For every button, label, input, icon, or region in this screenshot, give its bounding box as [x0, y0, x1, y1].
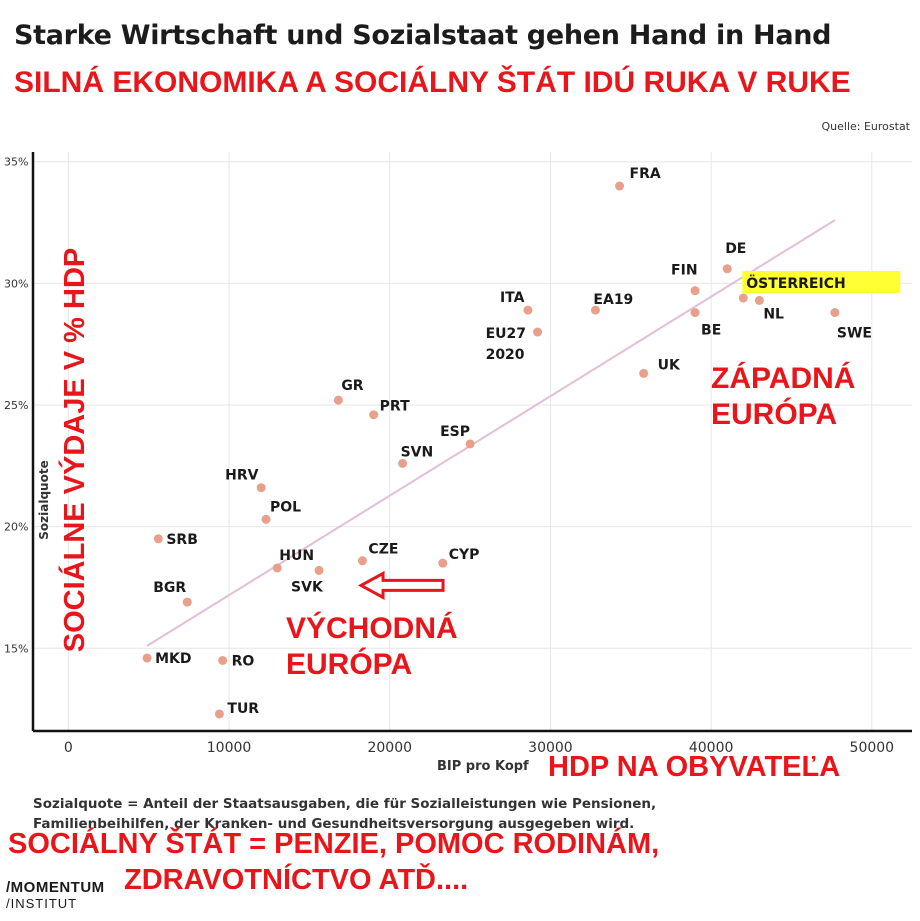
data-point-cze: [357, 556, 367, 566]
trendline-layer: [146, 219, 836, 647]
east-europe-label-0: VÝCHODNÁ: [286, 611, 458, 645]
west-europe-label-1: EURÓPA: [711, 397, 837, 431]
y-tick-label-0: 15%: [4, 642, 28, 655]
data-point-ro: [218, 655, 228, 665]
data-point-prt: [369, 410, 379, 420]
data-point-esp: [465, 439, 475, 449]
y-axis-title: Sozialquote: [37, 460, 51, 539]
point-labels: FRA DE FIN ÖSTERREICH NL BE SWE ITA EA19 EU27 2020…: [153, 166, 872, 717]
data-point-nl: [754, 295, 764, 305]
point-label-ro: RO: [232, 653, 255, 669]
data-point-de: [722, 264, 732, 274]
data-point-ita: [523, 305, 533, 315]
x-tick-label-4: 40000: [689, 740, 734, 756]
x-tick-label-3: 30000: [528, 740, 573, 756]
point-label-pol: POL: [270, 499, 301, 515]
data-points: [142, 181, 840, 719]
point-label-svk: SVK: [291, 579, 324, 595]
trendline: [146, 219, 836, 647]
point-label-be: BE: [701, 323, 721, 339]
y-tick-label-1: 20%: [4, 521, 28, 534]
data-point-sterreich: [738, 293, 748, 303]
data-point-ea19: [590, 305, 600, 315]
axes: 0 10000 20000 30000 40000 50000 15% 20% 25% 30% 35…: [4, 152, 912, 774]
chart-subtitle-translation: SILNÁ EKONOMIKA A SOCIÁLNY ŠTÁT IDÚ RUKA…: [14, 66, 851, 99]
data-point-mkd: [142, 653, 152, 663]
chart-title: Starke Wirtschaft und Sozialstaat gehen …: [14, 20, 832, 51]
point-label-fra: FRA: [630, 166, 661, 182]
data-point-hrv: [256, 483, 266, 493]
data-point-pol: [261, 514, 271, 524]
scatter-chart: 0 10000 20000 30000 40000 50000 15% 20% 25% 30% 35…: [4, 152, 912, 783]
point-label-sterreich: ÖSTERREICH: [746, 274, 845, 292]
x-tick-label-1: 10000: [207, 740, 252, 756]
point-label-esp: ESP: [440, 424, 470, 440]
highlight-layer: [742, 270, 901, 293]
point-label-cze: CZE: [368, 542, 398, 558]
west-europe-label-0: ZÁPADNÁ: [711, 361, 855, 395]
point-label-de: DE: [725, 241, 746, 257]
data-point-be: [690, 308, 700, 318]
x-tick-label-0: 0: [64, 740, 73, 756]
data-point-uk: [639, 368, 649, 378]
data-point-gr: [333, 395, 343, 405]
x-tick-label-5: 50000: [850, 740, 895, 756]
red-annotations: SOCIÁLNE VÝDAJE V % HDP HDP NA OBYVATEĽA Z…: [57, 248, 855, 783]
x-axis-title: BIP pro Kopf: [437, 759, 529, 774]
momentum-institut-logo: /MOMENTUM /INSTITUT: [6, 880, 105, 912]
logo-line1: /MOMENTUM: [6, 879, 105, 896]
point-label-nl: NL: [763, 306, 784, 322]
data-point-tur: [214, 709, 224, 719]
logo-line2: /INSTITUT: [6, 896, 78, 911]
x-tick-label-2: 20000: [367, 740, 412, 756]
point-label-eu27-0: EU27: [486, 326, 526, 342]
data-point-fin: [690, 286, 700, 296]
point-label-hrv: HRV: [225, 468, 258, 484]
arrow-to-svk-icon: [357, 570, 445, 600]
point-label-tur: TUR: [227, 701, 259, 717]
point-label-svn: SVN: [401, 444, 434, 460]
x-axis-annotation-red: HDP NA OBYVATEĽA: [548, 751, 840, 783]
point-label-fin: FIN: [671, 263, 698, 279]
data-point-fra: [615, 181, 625, 191]
point-label-gr: GR: [341, 378, 363, 394]
source-note: Quelle: Eurostat: [821, 120, 910, 133]
point-label-uk: UK: [658, 357, 681, 373]
east-europe-label-1: EURÓPA: [286, 647, 412, 681]
data-point-swe: [830, 308, 840, 318]
y-tick-label-2: 25%: [4, 399, 28, 412]
point-label-cyp: CYP: [449, 547, 480, 563]
point-label-bgr: BGR: [153, 580, 186, 596]
definition-footnote: Sozialquote = Anteil der Staatsausgaben,…: [33, 796, 657, 832]
point-label-hun: HUN: [279, 548, 314, 564]
highlight-box-sterreich: [742, 270, 901, 293]
point-label-ita: ITA: [500, 290, 525, 306]
data-point-svk: [314, 565, 324, 575]
point-label-prt: PRT: [380, 399, 410, 415]
point-label-swe: SWE: [837, 326, 872, 342]
data-point-eu27: [533, 327, 543, 337]
point-label-ea19: EA19: [593, 292, 633, 308]
y-axis-annotation-red: SOCIÁLNE VÝDAJE V % HDP: [57, 248, 91, 652]
data-point-svn: [398, 458, 408, 468]
footer-red-note-line2: ZDRAVOTNÍCTVO ATĎ....: [124, 864, 469, 896]
y-tick-label-4: 35%: [4, 156, 28, 169]
data-point-bgr: [182, 597, 192, 607]
y-tick-label-3: 30%: [4, 277, 28, 290]
footer-red-note-line1: SOCIÁLNY ŠTÁT = PENZIE, POMOC RODINÁM,: [8, 828, 660, 860]
point-label-mkd: MKD: [155, 651, 191, 667]
point-label-srb: SRB: [166, 532, 198, 548]
point-label-eu27-1: 2020: [486, 347, 525, 363]
data-point-cyp: [438, 558, 448, 568]
data-point-srb: [153, 534, 163, 544]
data-point-hun: [272, 563, 282, 573]
